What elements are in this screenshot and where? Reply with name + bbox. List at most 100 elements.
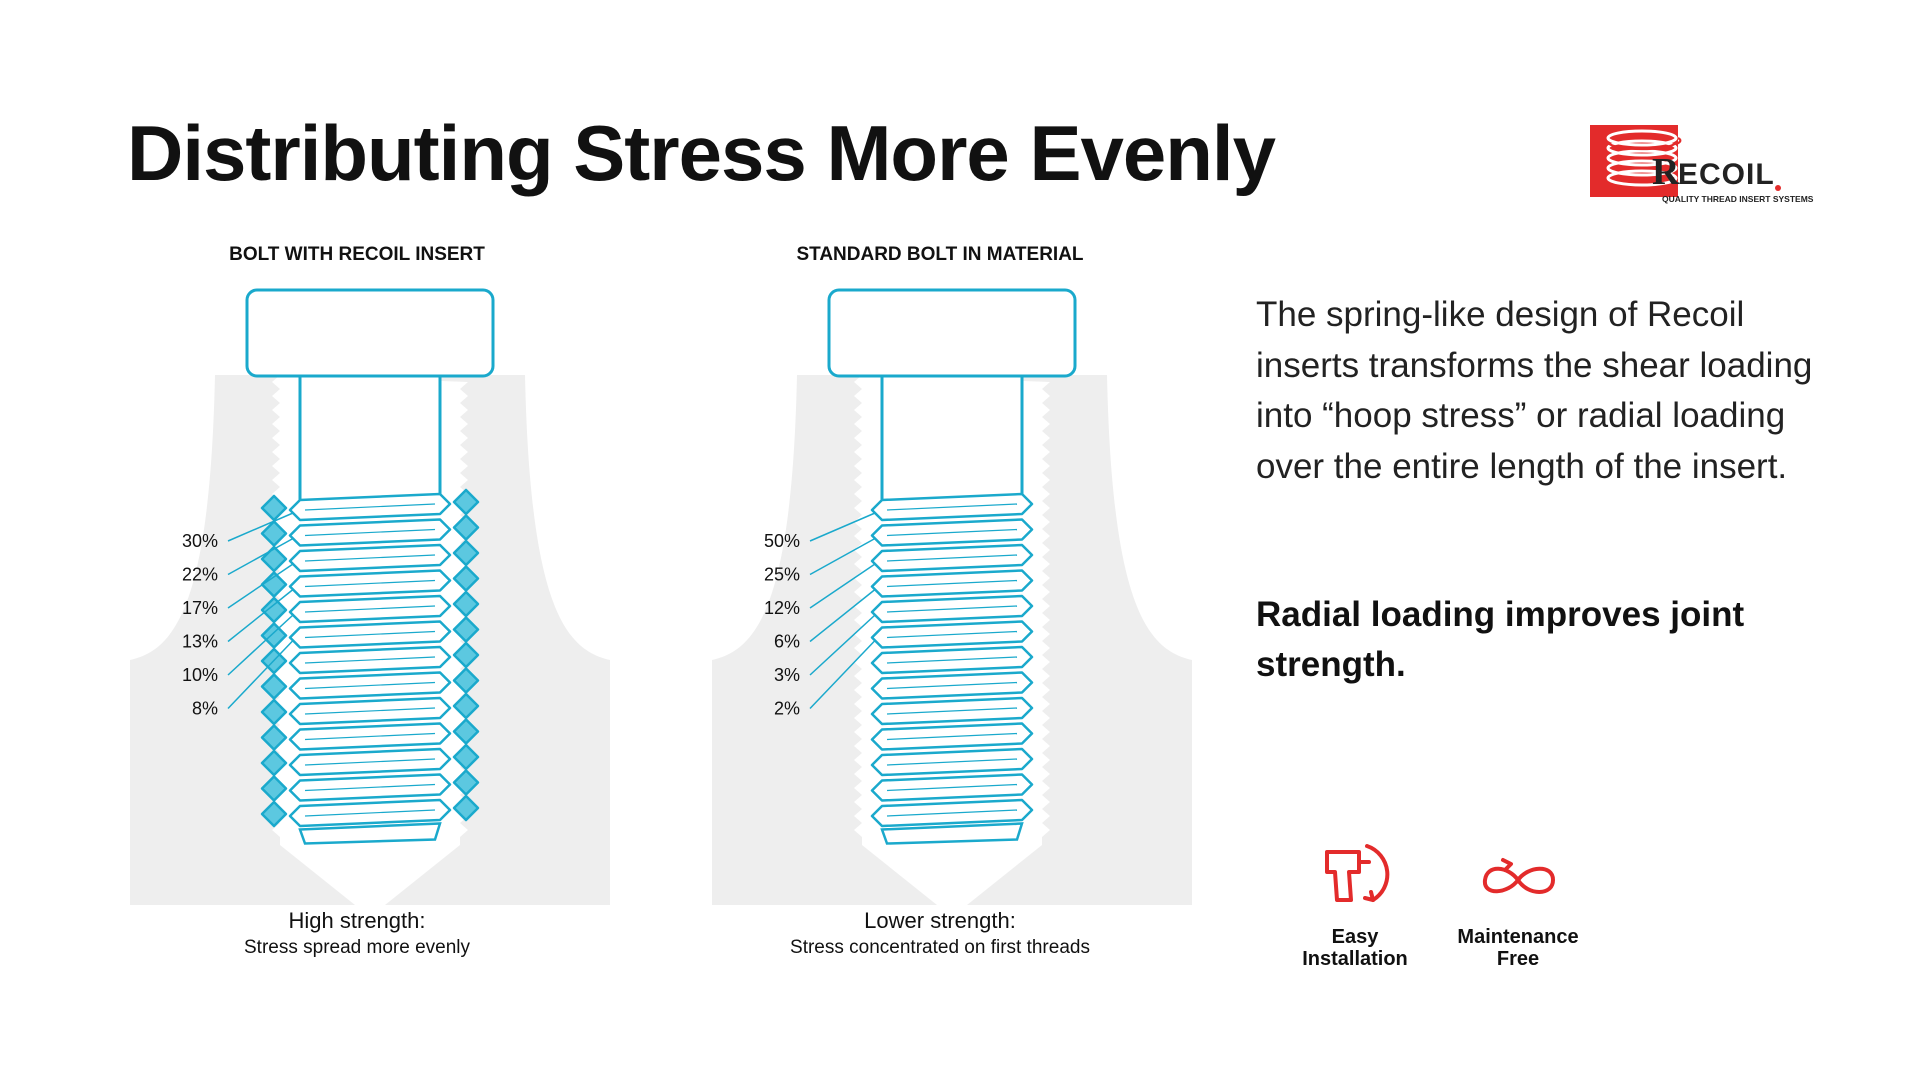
stress-label: 30%	[182, 531, 218, 551]
thread-line	[886, 758, 1018, 766]
stress-label: 17%	[182, 598, 218, 618]
stress-leader	[227, 588, 294, 643]
insert-coil	[452, 539, 480, 567]
thread-line	[886, 605, 1018, 613]
insert-coil	[260, 571, 288, 598]
thread-line	[886, 630, 1018, 639]
thread-line	[304, 758, 436, 766]
stress-leader	[809, 588, 876, 643]
bolt-with-insert-diagram: 30% 22% 17% 13% 10% 8%	[130, 288, 610, 905]
svg-text:R: R	[1652, 151, 1680, 193]
recoil-logo: R ECOIL QUALITY THREAD INSERT SYSTEMS	[1590, 125, 1814, 204]
emphasis-text: Radial loading improves joint strength.	[1256, 595, 1745, 684]
thread-line	[304, 528, 436, 537]
thread-line	[304, 554, 436, 562]
stress-leader	[809, 563, 876, 609]
stress-label: 6%	[774, 632, 800, 652]
insert-coil	[452, 692, 480, 720]
thread-line	[304, 681, 436, 690]
stress-label: 10%	[182, 665, 218, 685]
insert-coil	[452, 514, 480, 541]
stress-leader	[809, 537, 876, 576]
drill-tip	[280, 825, 460, 905]
stress-label: 2%	[774, 699, 800, 719]
stress-leader	[809, 639, 876, 710]
insert-coil	[260, 775, 288, 802]
stress-leader	[227, 639, 294, 710]
stress-leader	[227, 614, 294, 676]
feature-label-line2: Installation	[1302, 948, 1408, 970]
insert-coil	[452, 667, 480, 694]
panel-heading-recoil: BOLT WITH RECOIL INSERT	[229, 244, 485, 265]
insert-coil	[260, 520, 288, 547]
bolt-head	[245, 288, 495, 378]
insert-coil	[452, 794, 480, 822]
thread-line	[886, 554, 1018, 562]
panel-heading-standard: STANDARD BOLT IN MATERIAL	[796, 244, 1084, 265]
thread-line	[304, 630, 436, 639]
bolt-end	[298, 822, 442, 845]
feature-label-line2: Free	[1496, 948, 1540, 970]
thread-line	[304, 707, 436, 715]
stress-leader	[809, 614, 876, 676]
stress-leader	[227, 512, 294, 542]
insert-coil	[260, 673, 288, 700]
insert-coil	[452, 565, 480, 592]
insert-coil	[452, 590, 480, 618]
infinity-icon	[1483, 858, 1555, 894]
page-title: Distributing Stress More Evenly	[127, 109, 1276, 197]
thread-line	[886, 707, 1018, 715]
stress-leader	[809, 512, 876, 542]
feature-label-line1: Easy	[1331, 926, 1379, 948]
thread-line	[886, 732, 1018, 741]
bolt-shank	[880, 373, 1024, 507]
thread-line	[304, 656, 436, 664]
feature-maintenance-free: Maintenance Free	[1438, 838, 1598, 970]
insert-coil	[260, 698, 288, 726]
insert-coil	[452, 616, 480, 643]
description-text: The spring-like design of Recoil inserts…	[1256, 295, 1813, 486]
standard-bolt-diagram: 50% 25% 12% 6% 3% 2%	[712, 288, 1192, 905]
stress-label: 13%	[182, 632, 218, 652]
caption-recoil: High strength: Stress spread more evenly	[77, 907, 637, 961]
stress-label: 12%	[764, 598, 800, 618]
stress-label: 8%	[192, 699, 218, 719]
insert-coil	[260, 596, 288, 624]
drill-icon	[1325, 844, 1390, 902]
caption-sub: Stress spread more evenly	[244, 937, 470, 958]
bolt-head	[827, 288, 1077, 378]
stress-label: 22%	[182, 565, 218, 585]
insert-coil	[260, 494, 288, 522]
caption-sub: Stress concentrated on first threads	[790, 937, 1090, 958]
stress-label: 50%	[764, 531, 800, 551]
caption-main: Lower strength:	[864, 908, 1016, 933]
thread-line	[886, 681, 1018, 690]
insert-coil	[260, 622, 288, 649]
stress-label: 3%	[774, 665, 800, 685]
stress-leader	[227, 563, 294, 609]
thread-line	[886, 783, 1018, 792]
svg-text:ECOIL: ECOIL	[1678, 158, 1775, 191]
caption-main: High strength:	[288, 908, 426, 933]
insert-coil	[452, 718, 480, 745]
insert-coil	[452, 641, 480, 669]
insert-coil	[452, 769, 480, 796]
thread-line	[304, 783, 436, 792]
thread-line	[304, 579, 436, 588]
thread-line	[886, 579, 1018, 588]
insert-coil	[452, 488, 480, 516]
thread-line	[886, 503, 1018, 511]
feature-easy-installation: Easy Installation	[1275, 838, 1435, 970]
stress-leader	[227, 537, 294, 576]
thread-line	[304, 732, 436, 741]
insert-coil	[260, 749, 288, 777]
drill-tip	[862, 825, 1042, 905]
bolt-shank	[298, 373, 442, 507]
thread-line	[886, 528, 1018, 537]
thread-line	[886, 809, 1018, 817]
insert-coil	[260, 724, 288, 751]
svg-text:QUALITY THREAD INSERT SYSTEMS: QUALITY THREAD INSERT SYSTEMS	[1662, 194, 1814, 204]
thread-line	[304, 503, 436, 511]
insert-coil	[452, 743, 480, 771]
bolt-end	[880, 822, 1024, 845]
